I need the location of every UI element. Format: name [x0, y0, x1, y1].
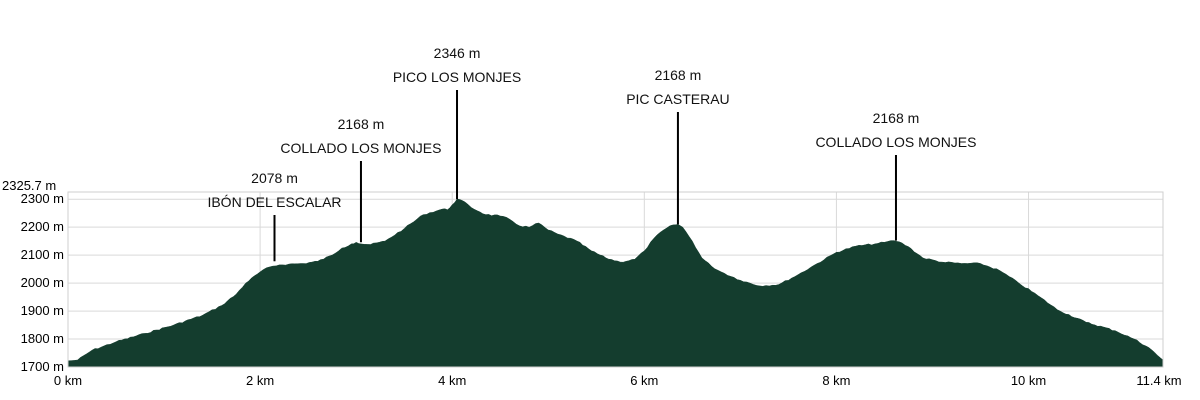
peak-elevation-label: 2168 m [338, 116, 385, 132]
peak-elevation-label: 2168 m [655, 67, 702, 83]
peak-elevation-label: 2078 m [251, 170, 298, 186]
peak-name-label: COLLADO LOS MONJES [280, 140, 441, 156]
area-layer [67, 198, 1164, 368]
x-tick-label: 4 km [438, 373, 466, 388]
frame-layer [67, 191, 1164, 368]
peak-name-label: PICO LOS MONJES [393, 69, 521, 85]
peak-annotation: 2078 m IBÓN DEL ESCALAR [207, 170, 342, 262]
peak-annotation: 2168 m COLLADO LOS MONJES [815, 110, 976, 241]
x-tick-label: 11.4 km [1136, 373, 1181, 388]
y-tick-label: 1700 m [21, 359, 64, 374]
plot-frame [67, 191, 1164, 368]
y-max-label: 2325.7 m [2, 178, 56, 193]
x-tick-label: 8 km [822, 373, 850, 388]
x-tick-label: 10 km [1011, 373, 1046, 388]
peak-annotations: 2078 m IBÓN DEL ESCALAR 2168 m COLLADO LOS … [207, 45, 976, 262]
x-axis: 0 km 2 km 4 km 6 km 8 km 10 km 11.4 km [54, 373, 1182, 388]
peak-name-label: IBÓN DEL ESCALAR [207, 194, 341, 210]
elevation-area [67, 198, 1164, 368]
peak-annotation: 2168 m PIC CASTERAU [626, 67, 730, 225]
peak-elevation-label: 2168 m [873, 110, 920, 126]
y-tick-label: 2100 m [21, 247, 64, 262]
y-tick-label: 2000 m [21, 275, 64, 290]
y-tick-label: 1900 m [21, 303, 64, 318]
y-axis: 1700 m 1800 m 1900 m 2000 m 2100 m 2200 m 2300… [2, 178, 64, 374]
peak-annotation: 2346 m PICO LOS MONJES [393, 45, 521, 200]
peak-name-label: PIC CASTERAU [626, 91, 729, 107]
y-tick-label: 2300 m [21, 191, 64, 206]
x-tick-label: 2 km [246, 373, 274, 388]
y-tick-label: 2200 m [21, 219, 64, 234]
x-tick-label: 0 km [54, 373, 82, 388]
peak-elevation-label: 2346 m [434, 45, 481, 61]
peak-annotation: 2168 m COLLADO LOS MONJES [280, 116, 441, 243]
x-tick-label: 6 km [630, 373, 658, 388]
y-tick-label: 1800 m [21, 331, 64, 346]
peak-name-label: COLLADO LOS MONJES [815, 134, 976, 150]
